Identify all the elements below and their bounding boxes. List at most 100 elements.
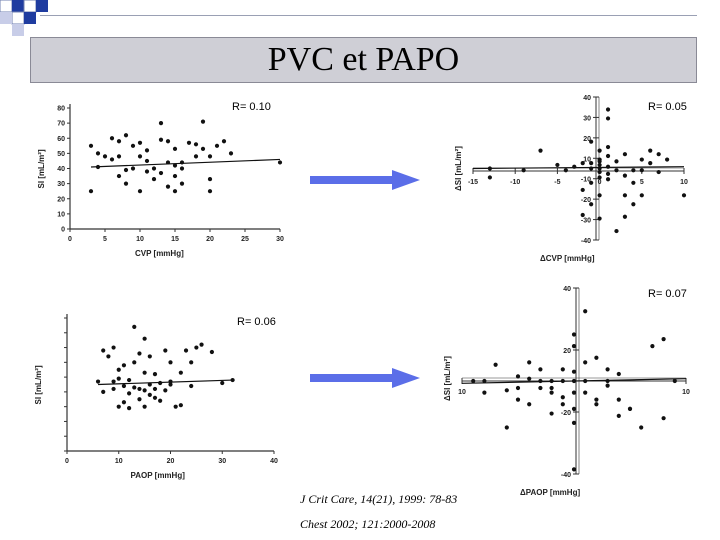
- x-axis-label: CVP [mmHg]: [135, 249, 184, 258]
- data-point: [186, 140, 192, 145]
- data-point: [549, 411, 554, 416]
- data-point: [622, 193, 628, 198]
- data-point: [111, 345, 116, 350]
- data-point: [172, 146, 178, 151]
- data-point: [165, 160, 171, 165]
- y-axis-label: SI [mL/m²]: [37, 149, 46, 188]
- data-point: [127, 377, 132, 383]
- x-axis-label: PAOP [mmHg]: [131, 471, 186, 480]
- x-tick-label: -5: [554, 179, 560, 186]
- data-point: [594, 355, 599, 360]
- y-tick-label: 80: [57, 106, 65, 113]
- x-tick-label: 5: [640, 179, 644, 186]
- data-point: [597, 166, 602, 171]
- data-point: [521, 168, 526, 173]
- data-point: [594, 402, 599, 407]
- data-point: [589, 161, 594, 166]
- data-point: [614, 159, 619, 164]
- data-point: [527, 360, 532, 365]
- data-point: [200, 119, 206, 124]
- data-point: [230, 377, 235, 383]
- data-point: [193, 154, 199, 159]
- data-point: [207, 189, 213, 194]
- title-bar: [30, 37, 697, 83]
- data-point: [116, 404, 121, 409]
- y-axis-label: SI [mL/m²]: [34, 365, 43, 404]
- data-point: [622, 173, 628, 178]
- data-point: [144, 158, 150, 164]
- data-point: [106, 354, 111, 359]
- data-point: [116, 376, 121, 381]
- data-point: [487, 175, 492, 180]
- data-point: [95, 379, 101, 384]
- data-point: [648, 148, 653, 153]
- data-point: [137, 189, 143, 194]
- data-point: [200, 146, 206, 151]
- data-point: [151, 176, 157, 182]
- data-point: [109, 136, 115, 141]
- data-point: [471, 378, 476, 384]
- data-point: [163, 348, 168, 353]
- data-point: [605, 116, 611, 121]
- data-point: [88, 143, 94, 148]
- x-tick-label: -10: [510, 179, 520, 186]
- data-point: [597, 169, 602, 175]
- x-tick-label: 40: [270, 458, 278, 465]
- data-point: [168, 382, 173, 387]
- data-point: [583, 360, 588, 365]
- data-point: [147, 382, 152, 387]
- y-tick-label: 40: [563, 286, 571, 293]
- data-point: [527, 402, 532, 407]
- data-point: [151, 166, 157, 171]
- data-point: [168, 379, 173, 384]
- data-point: [661, 337, 666, 342]
- corner-squares-graphic: [0, 0, 48, 36]
- data-point: [88, 189, 94, 194]
- arrow-right-graphic-bottom: [310, 368, 420, 388]
- data-point: [560, 378, 565, 384]
- data-point: [144, 169, 150, 174]
- data-point: [605, 164, 611, 169]
- x-tick-label: 10: [115, 458, 123, 465]
- data-point: [109, 157, 115, 162]
- y-tick-label: 10: [57, 211, 65, 218]
- y-tick-label: 70: [57, 121, 65, 128]
- r-label-top-left: R= 0.10: [232, 101, 271, 113]
- data-point: [672, 378, 677, 384]
- x-tick-label: 0: [65, 458, 69, 465]
- y-tick-label: 10: [583, 156, 591, 163]
- data-point: [597, 162, 602, 168]
- data-point: [583, 309, 588, 314]
- data-point: [116, 367, 121, 372]
- data-point: [589, 166, 594, 171]
- y-tick-label: 20: [57, 196, 65, 203]
- data-point: [137, 386, 142, 392]
- data-point: [616, 371, 621, 377]
- data-point: [656, 169, 661, 175]
- data-point: [597, 175, 602, 180]
- data-point: [178, 403, 183, 408]
- x-tick-label: 20: [167, 458, 175, 465]
- data-point: [580, 161, 585, 166]
- data-point: [179, 166, 185, 171]
- data-point: [165, 139, 171, 144]
- data-point: [583, 378, 588, 384]
- x-tick-label: 0: [68, 236, 72, 243]
- data-point: [158, 380, 163, 386]
- data-point: [194, 345, 199, 350]
- x-tick-label: 0: [598, 179, 602, 186]
- data-point: [560, 395, 565, 400]
- data-point: [549, 378, 554, 384]
- data-point: [101, 389, 106, 394]
- data-point: [580, 212, 585, 218]
- data-point: [142, 388, 147, 393]
- data-point: [207, 154, 213, 159]
- data-point: [132, 324, 137, 329]
- data-point: [130, 166, 136, 171]
- data-point: [631, 180, 636, 185]
- x-tick-label: 30: [276, 236, 284, 243]
- data-point: [127, 406, 132, 411]
- data-point: [639, 425, 644, 430]
- data-point: [189, 383, 194, 389]
- data-point: [583, 390, 588, 395]
